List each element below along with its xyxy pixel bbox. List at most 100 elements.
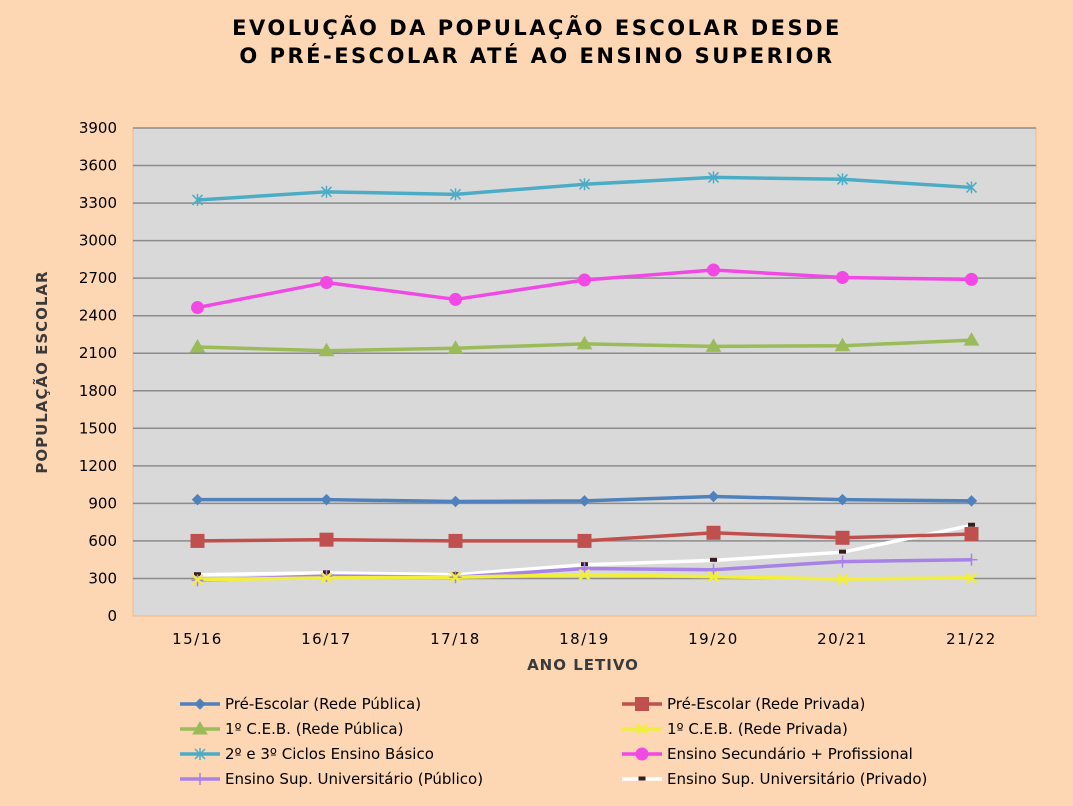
- x-tick-label: 15/16: [172, 630, 223, 648]
- data-point: [194, 572, 201, 577]
- data-point: [191, 493, 204, 506]
- data-point: [194, 748, 206, 760]
- legend-label: 1º C.E.B. (Rede Privada): [667, 720, 848, 738]
- legend-label: 1º C.E.B. (Rede Pública): [225, 720, 403, 738]
- data-point: [578, 568, 591, 581]
- y-tick-label: 1200: [79, 457, 117, 475]
- data-point: [449, 571, 462, 584]
- data-point: [635, 697, 649, 711]
- y-tick-label: 1500: [79, 419, 117, 437]
- series-markers-group: [191, 263, 978, 315]
- legend-label: Pré-Escolar (Rede Privada): [667, 695, 865, 713]
- series-markers-group: [191, 568, 978, 586]
- x-tick-label: 21/22: [946, 630, 997, 648]
- legend-label: Ensino Sup. Universitário (Público): [225, 770, 483, 788]
- data-point: [636, 723, 648, 735]
- data-point: [707, 263, 720, 277]
- data-point: [447, 340, 464, 354]
- data-point: [835, 530, 850, 545]
- series-markers-group: [190, 525, 979, 548]
- data-point: [191, 573, 204, 586]
- data-point: [705, 338, 722, 352]
- data-point: [707, 171, 720, 184]
- legend-label: Ensino Secundário + Profissional: [667, 745, 913, 763]
- series-markers: [189, 171, 980, 587]
- data-point: [836, 173, 849, 186]
- x-tick-label: 18/19: [559, 630, 610, 648]
- data-point: [578, 562, 591, 575]
- y-tick-label: 1800: [79, 382, 117, 400]
- data-point: [964, 527, 979, 542]
- legend-item: 2º e 3º Ciclos Ensino Básico: [180, 745, 434, 763]
- data-point: [578, 273, 591, 287]
- data-point: [320, 571, 333, 584]
- legend-label: Pré-Escolar (Rede Pública): [225, 695, 421, 713]
- data-point: [194, 698, 206, 710]
- data-point: [963, 332, 980, 346]
- data-point: [836, 573, 849, 585]
- data-point: [707, 490, 720, 503]
- data-point: [836, 493, 849, 506]
- y-axis-ticks: 0 300 600 900 1200 1500 1800 2100 2400 2700 3000 33…: [79, 119, 117, 625]
- y-tick-label: 3600: [79, 157, 117, 175]
- data-point: [576, 335, 593, 350]
- data-point: [638, 776, 646, 781]
- y-axis-label: POPULAÇÃO ESCOLAR: [32, 270, 51, 473]
- data-point: [320, 493, 333, 506]
- y-tick-label: 2700: [79, 269, 117, 287]
- y-tick-label: 2100: [79, 344, 117, 362]
- series-markers-group: [191, 171, 978, 206]
- chart-title-line-1: EVOLUÇÃO DA POPULAÇÃO ESCOLAR DESDE: [232, 15, 842, 40]
- data-point: [834, 337, 851, 352]
- x-tick-label: 19/20: [688, 630, 739, 648]
- chart-title-line-2: O PRÉ-ESCOLAR ATÉ AO ENSINO SUPERIOR: [239, 43, 834, 68]
- y-tick-label: 3900: [79, 119, 117, 137]
- y-tick-label: 900: [88, 494, 117, 512]
- y-tick-label: 0: [107, 607, 117, 625]
- data-point: [189, 338, 206, 353]
- legend-item: 1º C.E.B. (Rede Pública): [180, 720, 403, 738]
- y-tick-label: 600: [88, 532, 117, 550]
- legend: Pré-Escolar (Rede Pública) Pré-Escolar (R…: [180, 695, 927, 788]
- data-point: [965, 571, 978, 584]
- x-axis-label: ANO LETIVO: [527, 656, 639, 674]
- data-point: [836, 271, 849, 285]
- legend-label: 2º e 3º Ciclos Ensino Básico: [225, 745, 434, 763]
- data-point: [635, 747, 649, 761]
- series-markers-group: [191, 490, 978, 508]
- x-tick-label: 16/17: [301, 630, 352, 648]
- y-tick-label: 2400: [79, 307, 117, 325]
- data-point: [194, 773, 206, 785]
- data-point: [707, 570, 720, 583]
- data-point: [449, 495, 462, 508]
- legend-item: Pré-Escolar (Rede Privada): [622, 695, 865, 713]
- data-point: [706, 525, 721, 540]
- legend-item: Ensino Sup. Universitário (Público): [180, 770, 483, 788]
- x-axis-ticks: 15/16 16/17 17/18 18/19 19/20 20/21 21/22: [172, 630, 997, 648]
- data-point: [449, 188, 462, 201]
- legend-item: Ensino Secundário + Profissional: [622, 745, 913, 763]
- data-point: [707, 563, 720, 576]
- data-point: [192, 721, 208, 735]
- legend-item: Ensino Sup. Universitário (Privado): [622, 770, 927, 788]
- series-markers-group: [191, 553, 978, 587]
- legend-item: 1º C.E.B. (Rede Privada): [622, 720, 848, 738]
- legend-label: Ensino Sup. Universitário (Privado): [667, 770, 927, 788]
- data-point: [965, 553, 978, 566]
- y-tick-label: 300: [88, 569, 117, 587]
- legend-item: Pré-Escolar (Rede Pública): [180, 695, 421, 713]
- data-point: [577, 533, 592, 548]
- data-point: [965, 272, 978, 286]
- data-point: [448, 533, 463, 548]
- data-point: [449, 292, 462, 306]
- data-point: [710, 557, 717, 562]
- data-point: [190, 533, 205, 548]
- series-markers-group: [189, 332, 980, 357]
- x-tick-label: 20/21: [817, 630, 868, 648]
- data-point: [836, 555, 849, 568]
- data-point: [578, 178, 591, 191]
- data-point: [578, 495, 591, 507]
- data-point: [191, 193, 204, 206]
- data-point: [320, 276, 333, 290]
